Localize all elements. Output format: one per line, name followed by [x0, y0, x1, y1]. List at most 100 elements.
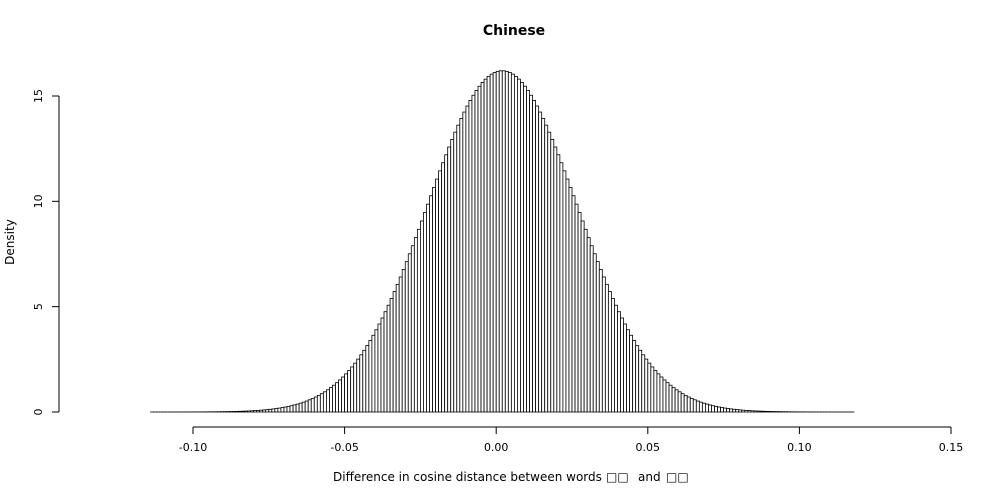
histogram-bar — [344, 373, 349, 413]
chart-title: Chinese — [483, 23, 545, 39]
histogram-bar — [586, 237, 591, 413]
histogram-bar — [665, 382, 670, 413]
histogram-bar — [447, 146, 452, 413]
histogram-bar — [256, 409, 261, 413]
histogram-bar — [416, 228, 421, 413]
histogram-bar — [386, 304, 391, 413]
histogram-bar — [580, 220, 585, 413]
histogram-bar — [241, 410, 245, 413]
histogram-bar — [592, 253, 597, 413]
x-axis-label-and: and — [638, 470, 661, 484]
histogram-bar — [611, 298, 615, 413]
histogram-bar — [756, 410, 761, 413]
histogram-bar — [280, 407, 285, 413]
histogram-bar — [341, 376, 346, 413]
y-axis-label: Density — [3, 219, 17, 265]
histogram-bar — [507, 72, 512, 413]
histogram-bar — [686, 396, 691, 413]
histogram-bar — [614, 304, 618, 413]
histogram-bar — [517, 78, 521, 413]
histogram-bar — [726, 408, 731, 413]
histogram-bar — [462, 111, 467, 413]
histogram-bar — [338, 379, 342, 413]
histogram-bar — [480, 82, 485, 413]
histogram-bar — [577, 212, 582, 413]
histogram-bar — [535, 105, 540, 413]
x-axis-label: Difference in cosine distance between wo… — [333, 470, 689, 484]
histogram-bar — [632, 340, 637, 413]
histogram-bar — [292, 404, 297, 413]
histogram-bar — [392, 291, 397, 413]
histogram-bar — [629, 334, 634, 413]
histogram-bar — [486, 75, 491, 413]
histogram-bar — [456, 124, 461, 413]
histogram-bar — [383, 311, 388, 413]
x-tick-label: 0.15 — [939, 441, 964, 454]
histogram-bar — [419, 220, 424, 413]
histogram-bar — [541, 118, 546, 413]
histogram-bar — [553, 146, 558, 413]
histogram-bar — [620, 317, 624, 413]
histogram-bar — [238, 410, 242, 413]
histogram-bar — [674, 389, 679, 413]
axes: -0.10 -0.05 0.00 0.05 0.10 0.15 0 5 10 15 — [32, 89, 963, 454]
histogram-bar — [289, 405, 294, 413]
histogram-bar — [523, 85, 527, 413]
histogram-bar — [677, 391, 682, 413]
histogram-bar — [607, 291, 612, 413]
histogram-bar — [438, 170, 443, 413]
histogram-bar — [329, 387, 333, 413]
histogram-bar — [319, 393, 324, 413]
histogram-bar — [683, 395, 688, 413]
histogram-bar — [253, 410, 258, 413]
histogram-bar — [347, 370, 352, 413]
histogram-bar — [423, 212, 427, 413]
histogram-bar — [604, 283, 609, 413]
histogram-bar — [526, 90, 530, 413]
x-tick-label: 0.00 — [484, 441, 509, 454]
histogram-bar — [559, 162, 564, 413]
histogram-bar — [762, 410, 767, 413]
histogram-bar — [520, 82, 524, 413]
histogram-bar — [538, 111, 543, 413]
histogram-bar — [659, 376, 664, 413]
histogram-bar — [465, 105, 470, 413]
histogram-bar — [656, 373, 661, 413]
histogram-bar — [738, 409, 743, 413]
histogram-bar — [714, 405, 718, 413]
histogram-bar — [471, 94, 476, 413]
y-tick-label: 10 — [32, 194, 45, 208]
histogram-bar — [753, 410, 758, 413]
histogram-bar — [374, 329, 379, 413]
histogram-bar — [668, 384, 673, 413]
histogram-bar — [653, 370, 658, 413]
x-axis-label-text: Difference in cosine distance between wo… — [333, 470, 602, 484]
histogram-bar — [316, 395, 321, 413]
histogram-bar — [368, 340, 373, 413]
histogram-bar — [259, 409, 264, 413]
y-tick-label: 0 — [32, 409, 45, 416]
histogram-bar — [401, 269, 406, 413]
histogram-bar — [711, 405, 715, 413]
histogram-bar — [680, 393, 685, 413]
histogram-bar — [301, 401, 306, 413]
histogram-bar — [698, 401, 703, 413]
histogram-bar — [595, 261, 600, 413]
histogram-bar — [298, 402, 303, 413]
histogram-bar — [335, 382, 339, 413]
histogram-bar — [304, 400, 309, 413]
histogram-bar — [504, 70, 509, 413]
histogram-bar — [353, 362, 358, 413]
histogram-bar — [589, 245, 594, 413]
histogram-bar — [271, 408, 276, 413]
histogram-bar — [371, 334, 376, 413]
y-tick-label: 5 — [32, 303, 45, 310]
histogram-bar — [359, 354, 364, 413]
histogram-bar — [326, 389, 330, 413]
y-tick-label: 15 — [32, 89, 45, 103]
histogram-bar — [450, 139, 455, 413]
histogram-bar — [274, 408, 279, 413]
histogram-bar — [250, 410, 255, 413]
histogram-bar — [692, 399, 697, 413]
